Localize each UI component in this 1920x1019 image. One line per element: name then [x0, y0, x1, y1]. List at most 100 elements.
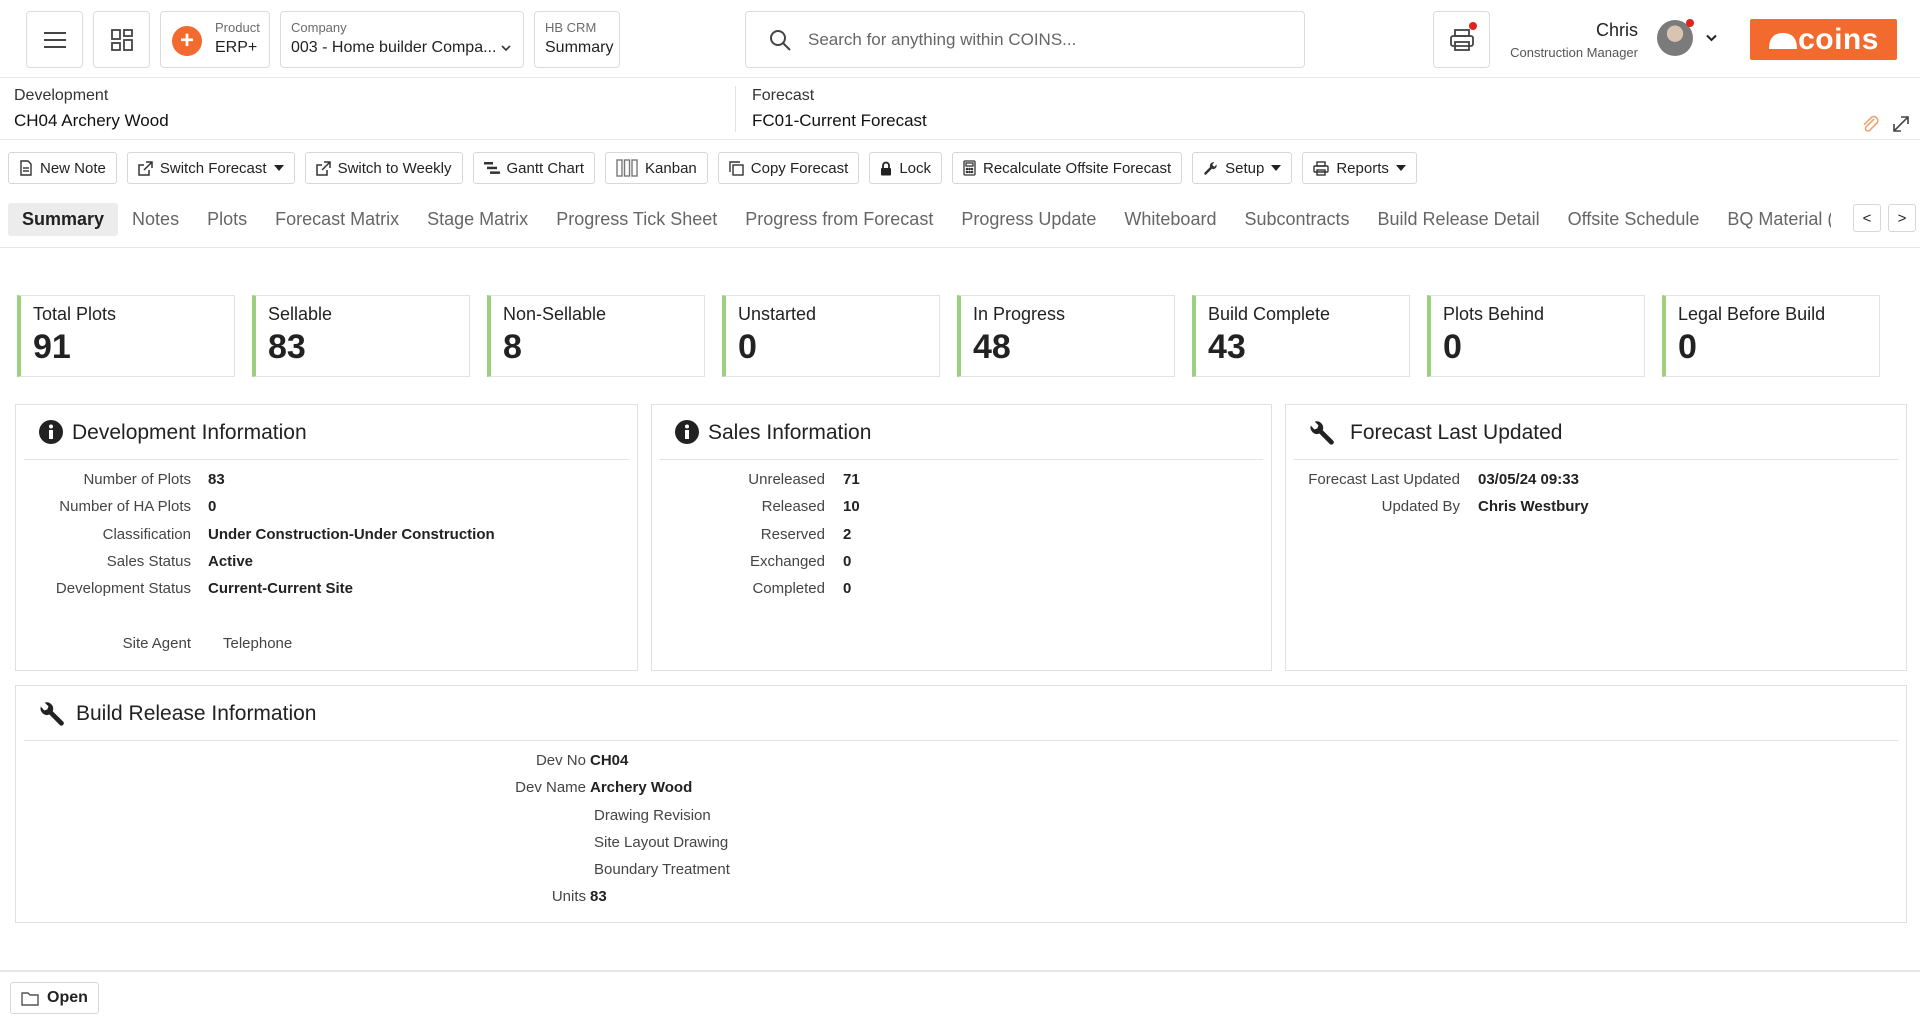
panel-title: Development Information [72, 421, 307, 444]
copy-forecast-button[interactable]: Copy Forecast [717, 152, 860, 184]
tabs-divider [0, 247, 1920, 248]
top-bar: + Product ERP+ Company 003 - Home builde… [0, 0, 1920, 78]
caret-down-icon [1271, 165, 1282, 171]
folder-icon [21, 991, 39, 1006]
tab-progress-update[interactable]: Progress Update [961, 208, 1097, 229]
coins-logo[interactable]: coins [1750, 19, 1897, 60]
kv-key: Unreleased [748, 471, 825, 488]
setup-label: Setup [1225, 159, 1265, 177]
reports-label: Reports [1336, 159, 1389, 177]
copy-icon [729, 160, 744, 176]
new-note-button[interactable]: New Note [8, 152, 117, 184]
user-name: Chris [1595, 20, 1638, 40]
tab-bar: Summary Notes Plots Forecast Matrix Stag… [8, 200, 1831, 238]
tab-plots[interactable]: Plots [207, 208, 248, 229]
kv-value: 0 [208, 498, 217, 515]
setup-button[interactable]: Setup [1192, 152, 1293, 184]
switch-forecast-button[interactable]: Switch Forecast [126, 152, 295, 184]
stat-value: 43 [1208, 328, 1246, 366]
info-icon [675, 420, 699, 444]
panel-header: Development Information [24, 405, 629, 460]
crm-selector[interactable]: HB CRM Summary [534, 11, 620, 68]
print-button[interactable] [1433, 11, 1490, 68]
stat-label: Plots Behind [1443, 304, 1545, 324]
tab-forecast-matrix[interactable]: Forecast Matrix [275, 208, 400, 229]
tab-stage-matrix[interactable]: Stage Matrix [427, 208, 529, 229]
kv-key: Development Status [55, 580, 191, 597]
stat-card-build-complete: Build Complete 43 [1192, 295, 1410, 377]
switch-weekly-button[interactable]: Switch to Weekly [304, 152, 463, 184]
site-layout-label: Site Layout Drawing [594, 834, 729, 851]
sales-info-panel: Sales Information Unreleased 71 Released… [651, 404, 1272, 671]
stat-value: 0 [1678, 328, 1697, 366]
expand-icon[interactable] [1891, 114, 1911, 134]
printer-icon [1449, 28, 1474, 51]
tab-notes[interactable]: Notes [132, 208, 180, 229]
switch-weekly-label: Switch to Weekly [337, 159, 452, 177]
product-selector[interactable]: + Product ERP+ [160, 11, 270, 68]
stat-card-legal-before-build: Legal Before Build 0 [1662, 295, 1880, 377]
development-label: Development [14, 87, 109, 104]
build-release-panel: Build Release Information Dev No CH04 De… [15, 685, 1907, 923]
user-role: Construction Manager [1510, 45, 1638, 60]
kv-key: Forecast Last Updated [1308, 471, 1460, 488]
tab-scroll-left-button[interactable]: < [1853, 204, 1881, 232]
panel-title: Forecast Last Updated [1350, 421, 1563, 444]
kv-value: 0 [843, 580, 852, 597]
copy-forecast-label: Copy Forecast [750, 159, 849, 177]
gantt-chart-button[interactable]: Gantt Chart [472, 152, 596, 184]
stat-value: 48 [973, 328, 1011, 366]
info-icon [39, 420, 63, 444]
tab-bq-material[interactable]: BQ Material ( [1727, 208, 1832, 229]
stat-value: 0 [1443, 328, 1462, 366]
tab-scroll-right-button[interactable]: > [1888, 204, 1916, 232]
menu-button[interactable] [26, 11, 83, 68]
lock-label: Lock [899, 159, 931, 177]
stat-value: 83 [268, 328, 306, 366]
reports-button[interactable]: Reports [1302, 152, 1417, 184]
tab-progress-from-forecast[interactable]: Progress from Forecast [745, 208, 934, 229]
stat-label: Total Plots [33, 304, 117, 324]
gantt-chart-label: Gantt Chart [506, 159, 585, 177]
boundary-treatment-label: Boundary Treatment [594, 861, 730, 878]
kv-key: Number of HA Plots [59, 498, 191, 515]
dev-no-value: CH04 [590, 752, 629, 769]
open-button[interactable]: Open [10, 982, 99, 1014]
wrench-icon [40, 702, 64, 726]
tab-whiteboard[interactable]: Whiteboard [1124, 208, 1217, 229]
caret-down-icon [273, 165, 284, 171]
kanban-icon [616, 159, 638, 177]
stat-label: Sellable [268, 304, 333, 324]
stat-label: Build Complete [1208, 304, 1331, 324]
attachment-icon[interactable] [1860, 114, 1880, 134]
tab-progress-tick-sheet[interactable]: Progress Tick Sheet [556, 208, 718, 229]
drawing-revision-label: Drawing Revision [594, 807, 711, 824]
tab-offsite-schedule[interactable]: Offsite Schedule [1567, 208, 1700, 229]
kv-key: Reserved [760, 526, 825, 543]
panel-header: Build Release Information [24, 686, 1898, 741]
stat-value: 8 [503, 328, 522, 366]
dashboard-button[interactable] [93, 11, 150, 68]
kv-key: Sales Status [106, 553, 191, 570]
switch-forecast-label: Switch Forecast [159, 159, 267, 177]
forecast-updated-panel: Forecast Last Updated Forecast Last Upda… [1285, 404, 1907, 671]
company-selector[interactable]: Company 003 - Home builder Compa... [280, 11, 524, 68]
site-agent-label: Site Agent [122, 635, 191, 652]
tab-build-release-detail[interactable]: Build Release Detail [1377, 208, 1540, 229]
kanban-button[interactable]: Kanban [605, 152, 708, 184]
lock-icon [881, 161, 892, 175]
telephone-label: Telephone [223, 635, 293, 652]
kv-key: Released [761, 498, 825, 515]
user-menu-chevron-icon[interactable] [1706, 34, 1717, 42]
stat-value: 91 [33, 328, 71, 366]
search-icon [770, 30, 791, 51]
search-input[interactable] [808, 26, 1278, 54]
tab-summary[interactable]: Summary [8, 202, 119, 236]
tab-subcontracts[interactable]: Subcontracts [1244, 208, 1350, 229]
recalculate-offsite-button[interactable]: Recalculate Offsite Forecast [952, 152, 1183, 184]
stat-card-total-plots: Total Plots 91 [17, 295, 235, 377]
panel-header: Sales Information [660, 405, 1263, 460]
stat-label: Non-Sellable [503, 304, 607, 324]
lock-button[interactable]: Lock [869, 152, 942, 184]
stat-card-non-sellable: Non-Sellable 8 [487, 295, 705, 377]
